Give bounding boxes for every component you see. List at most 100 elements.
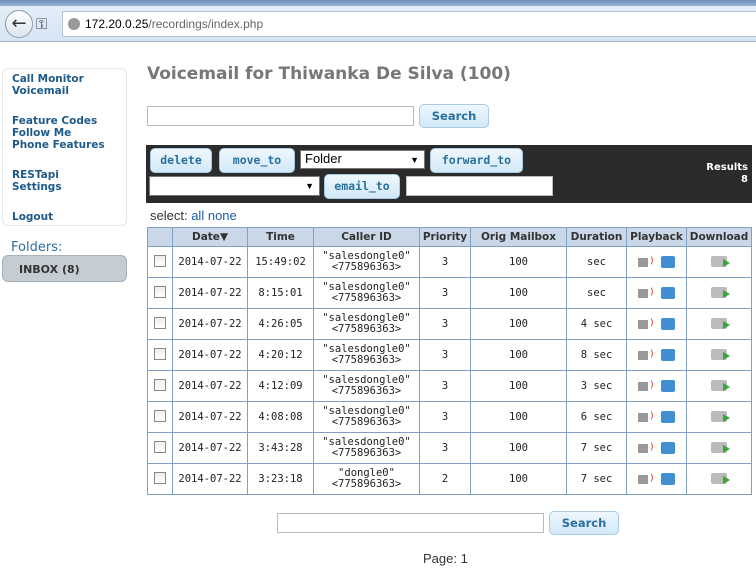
speaker-icon[interactable]: ) bbox=[638, 256, 655, 268]
move-to-button[interactable]: move_to bbox=[219, 148, 295, 173]
column-header-label: Playback bbox=[630, 231, 683, 243]
sidebar-link[interactable]: Follow Me bbox=[12, 127, 72, 139]
delete-button[interactable]: delete bbox=[150, 148, 212, 173]
table-row: 2014-07-22 15:49:02 "salesdongle0" <77589… bbox=[147, 246, 752, 278]
mailbox-cell: 100 bbox=[470, 246, 567, 278]
row-checkbox[interactable] bbox=[154, 378, 166, 391]
search-button[interactable]: Search bbox=[419, 104, 489, 128]
download-icon[interactable] bbox=[711, 256, 730, 268]
url-host: 172.20.0.25 bbox=[85, 17, 149, 31]
priority-cell: 3 bbox=[419, 370, 471, 402]
column-header-label: Download bbox=[689, 231, 749, 243]
speaker-icon[interactable]: ) bbox=[638, 349, 655, 361]
mailbox-cell: 100 bbox=[470, 308, 567, 340]
back-button[interactable]: ← bbox=[5, 10, 33, 38]
caller-number: <775896363> bbox=[331, 292, 402, 304]
date-cell: 2014-07-22 bbox=[172, 339, 248, 371]
column-header-label: Duration bbox=[570, 231, 623, 243]
sidebar-link[interactable]: RESTapi bbox=[12, 169, 59, 181]
caller-number: <775896363> bbox=[331, 385, 402, 397]
phone-icon[interactable] bbox=[660, 287, 675, 299]
row-checkbox[interactable] bbox=[154, 254, 166, 267]
download-icon[interactable] bbox=[711, 287, 730, 299]
results-count: Results 8 bbox=[706, 162, 748, 186]
folder-select[interactable]: Folder ▼ bbox=[300, 150, 425, 169]
sidebar-link[interactable]: Call Monitor bbox=[12, 73, 84, 85]
download-cell bbox=[686, 432, 752, 464]
globe-icon bbox=[68, 18, 80, 30]
download-icon[interactable] bbox=[711, 473, 730, 485]
email-to-button[interactable]: email_to bbox=[324, 174, 400, 199]
speaker-icon[interactable]: ) bbox=[638, 411, 655, 423]
duration-cell: 3 sec bbox=[566, 370, 627, 402]
row-select-cell bbox=[147, 463, 173, 495]
bottom-search-button[interactable]: Search bbox=[549, 511, 619, 535]
email-input[interactable] bbox=[406, 176, 553, 196]
speaker-icon[interactable]: ) bbox=[638, 287, 655, 299]
caller-number: <775896363> bbox=[331, 261, 402, 273]
playback-cell: ) bbox=[626, 339, 687, 371]
column-header: Time bbox=[247, 227, 314, 247]
bottom-search-input[interactable] bbox=[277, 513, 544, 533]
sidebar-link[interactable]: Logout bbox=[12, 211, 54, 223]
duration-cell: 8 sec bbox=[566, 339, 627, 371]
phone-icon[interactable] bbox=[660, 411, 675, 423]
speaker-icon[interactable]: ) bbox=[638, 318, 655, 330]
table-row: 2014-07-22 4:12:09 "salesdongle0" <775896… bbox=[147, 370, 752, 402]
column-header[interactable]: Date▼ bbox=[172, 227, 248, 247]
row-checkbox[interactable] bbox=[154, 316, 166, 329]
forward-select[interactable]: ▼ bbox=[149, 176, 320, 196]
phone-icon[interactable] bbox=[660, 473, 675, 485]
row-checkbox[interactable] bbox=[154, 285, 166, 298]
mailbox-cell: 100 bbox=[470, 370, 567, 402]
caller-number: <775896363> bbox=[331, 447, 402, 459]
playback-cell: ) bbox=[626, 370, 687, 402]
phone-icon[interactable] bbox=[660, 318, 675, 330]
time-cell: 4:20:12 bbox=[247, 339, 314, 371]
address-bar[interactable]: 172.20.0.25/recordings/index.php bbox=[62, 11, 756, 37]
download-icon[interactable] bbox=[711, 318, 730, 330]
select-label: select: bbox=[150, 208, 188, 223]
sidebar-link[interactable]: Feature Codes bbox=[12, 115, 98, 127]
page-title: Voicemail for Thiwanka De Silva (100) bbox=[147, 64, 511, 84]
sidebar-link[interactable]: Settings bbox=[12, 181, 62, 193]
forward-to-button[interactable]: forward_to bbox=[430, 148, 523, 173]
sort-desc-icon: ▼ bbox=[219, 231, 229, 243]
sidebar-link[interactable]: Voicemail bbox=[12, 85, 69, 97]
column-header-label: Orig Mailbox bbox=[480, 231, 557, 243]
column-header: Priority bbox=[419, 227, 471, 247]
playback-cell: ) bbox=[626, 432, 687, 464]
phone-icon[interactable] bbox=[660, 349, 675, 361]
select-none-link[interactable]: none bbox=[207, 208, 237, 223]
phone-icon[interactable] bbox=[660, 442, 675, 454]
row-checkbox[interactable] bbox=[154, 409, 166, 422]
caller-name: "salesdongle0" bbox=[322, 281, 411, 293]
download-icon[interactable] bbox=[711, 380, 730, 392]
download-cell bbox=[686, 401, 752, 433]
row-checkbox[interactable] bbox=[154, 347, 166, 360]
browser-tab-strip bbox=[0, 0, 756, 8]
download-cell bbox=[686, 308, 752, 340]
sidebar-link[interactable]: Phone Features bbox=[12, 139, 105, 151]
download-icon[interactable] bbox=[711, 349, 730, 361]
caller-number: <775896363> bbox=[331, 354, 402, 366]
speaker-icon[interactable]: ) bbox=[638, 380, 655, 392]
speaker-icon[interactable]: ) bbox=[638, 442, 655, 454]
time-cell: 4:08:08 bbox=[247, 401, 314, 433]
mailbox-cell: 100 bbox=[470, 432, 567, 464]
row-checkbox[interactable] bbox=[154, 440, 166, 453]
speaker-icon[interactable]: ) bbox=[638, 473, 655, 485]
row-select-cell bbox=[147, 277, 173, 309]
column-header: Download bbox=[686, 227, 752, 247]
select-all-link[interactable]: all bbox=[191, 208, 205, 223]
row-checkbox[interactable] bbox=[154, 471, 166, 484]
phone-icon[interactable] bbox=[660, 380, 675, 392]
download-icon[interactable] bbox=[711, 442, 730, 454]
download-cell bbox=[686, 370, 752, 402]
phone-icon[interactable] bbox=[660, 256, 675, 268]
folder-select-value: Folder bbox=[305, 151, 342, 166]
download-icon[interactable] bbox=[711, 411, 730, 423]
folder-inbox[interactable]: INBOX (8) bbox=[2, 255, 127, 282]
caller-id-cell: "dongle0" <775896363> bbox=[313, 463, 420, 495]
search-input[interactable] bbox=[147, 106, 414, 126]
